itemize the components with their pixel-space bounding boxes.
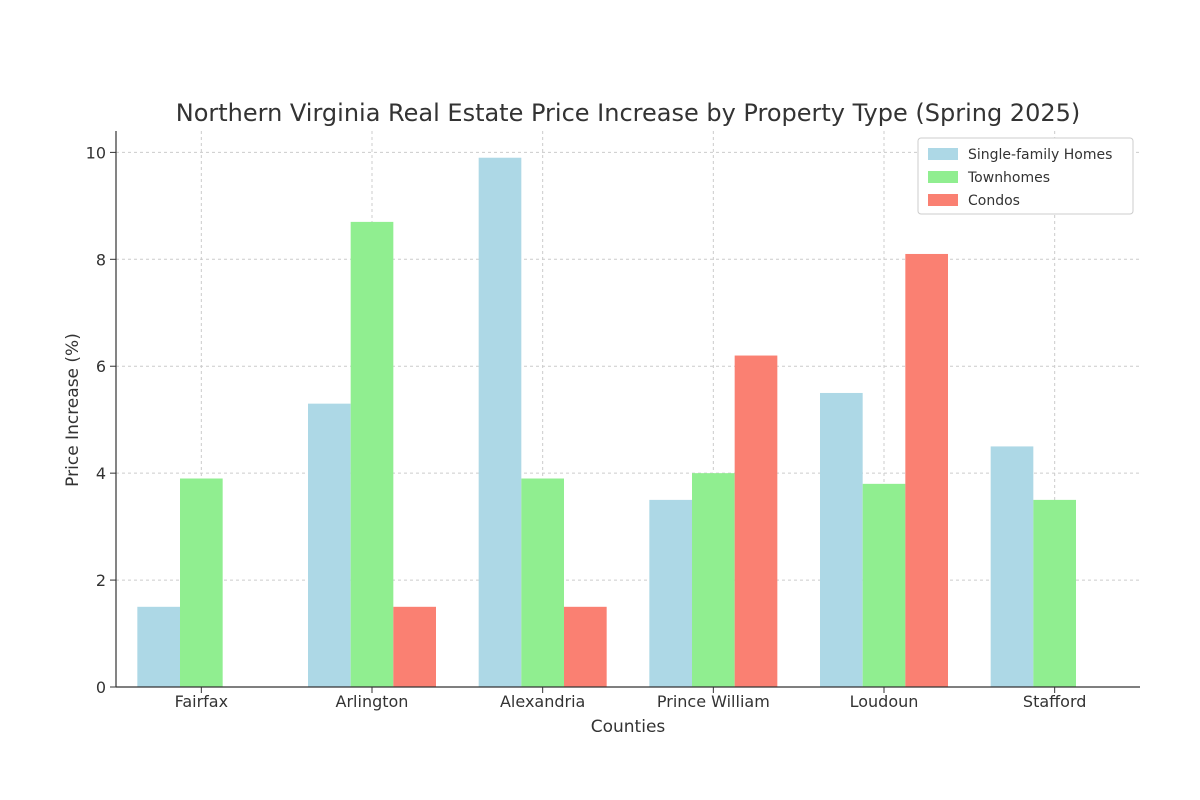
bar [180,478,223,687]
x-tick-label: Stafford [1023,692,1087,711]
x-tick-label: Fairfax [175,692,228,711]
x-tick-label: Prince William [657,692,770,711]
y-tick-label: 2 [96,571,106,590]
bar [478,157,522,687]
bar [862,483,906,687]
bar [692,473,735,687]
bar [820,392,863,687]
bar [137,606,180,687]
legend-swatch [928,194,958,206]
y-tick-label: 10 [86,143,106,162]
bar [734,355,778,687]
x-axis-label: Counties [591,717,666,737]
y-tick-label: 4 [96,464,106,483]
bar [990,446,1034,687]
bar [1033,499,1076,687]
legend-label: Townhomes [967,170,1050,186]
legend-swatch [928,171,958,183]
gridlines [116,131,1140,688]
y-tick-label: 6 [96,357,106,376]
bar [521,478,564,687]
x-tick-label: Loudoun [850,692,919,711]
x-ticks: Fairfax Arlington Alexandria Prince William… [175,687,1087,711]
legend-label: Condos [968,193,1020,209]
bar [350,221,394,687]
chart-title: Northern Virginia Real Estate Price Incr… [176,99,1081,127]
legend-box [917,137,1134,215]
x-tick-label: Arlington [336,692,409,711]
bar [649,499,692,687]
bar [564,606,607,687]
y-tick-label: 8 [96,250,106,269]
y-tick-label: 0 [96,678,106,697]
x-tick-label: Alexandria [500,692,585,711]
y-ticks: 0 2 4 6 8 10 [86,143,116,697]
y-axis-label: Price Increase (%) [63,333,83,487]
axes [115,131,1140,688]
legend-swatch [928,148,958,160]
legend-label: Single-family Homes [968,147,1112,163]
bar [905,253,948,687]
bar [308,403,351,687]
bar [393,606,436,687]
bars [137,157,1076,687]
legend: Single-family Homes Townhomes Condos [917,137,1134,215]
